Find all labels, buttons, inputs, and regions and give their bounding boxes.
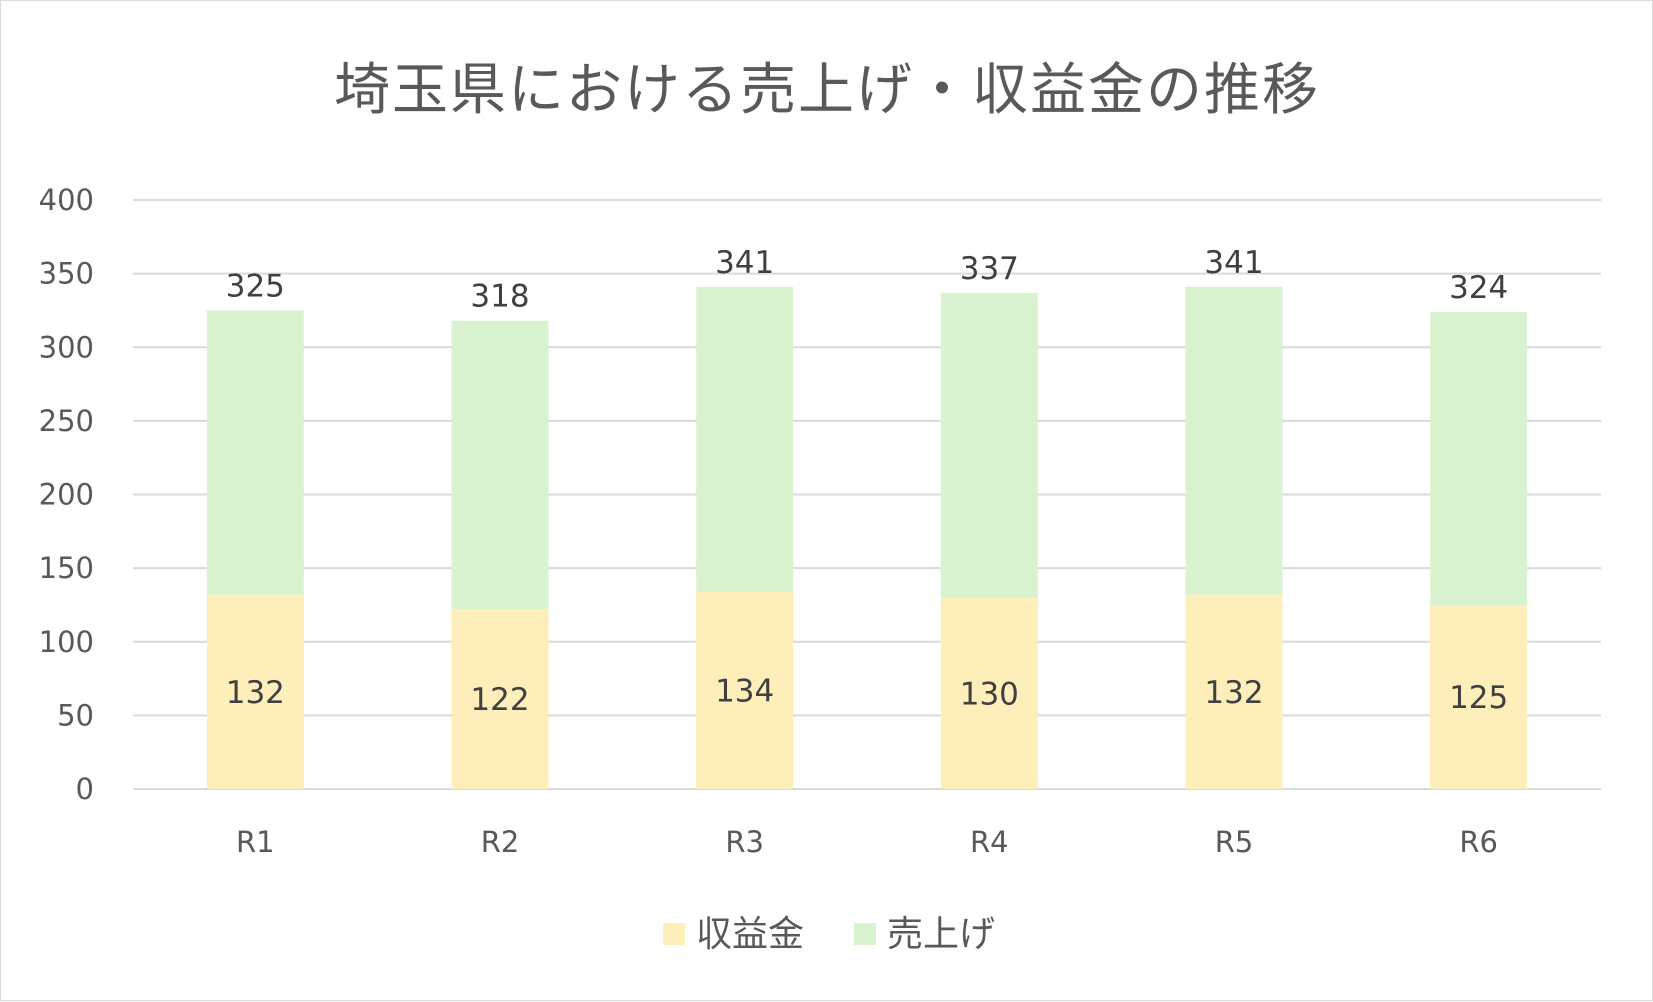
y-tick-label-350: 350 bbox=[39, 257, 94, 291]
y-tick-label-200: 200 bbox=[39, 478, 94, 512]
x-axis: R1 R2 R3 R4 R5 R6 bbox=[236, 825, 1498, 859]
x-tick-label-R2: R2 bbox=[481, 825, 520, 859]
bars bbox=[206, 286, 1528, 789]
data-label-revenue-R4: 130 bbox=[960, 676, 1019, 712]
bar-revenue-R2 bbox=[451, 609, 549, 789]
chart-title: 埼玉県における売上げ・収益金の推移 bbox=[334, 58, 1320, 123]
data-label-total-R1: 325 bbox=[226, 268, 285, 304]
bar-revenue-R6 bbox=[1430, 604, 1528, 789]
y-tick-label-50: 50 bbox=[57, 698, 94, 732]
legend-swatch-revenue bbox=[663, 923, 685, 945]
data-label-revenue-R3: 134 bbox=[715, 673, 774, 709]
x-tick-label-R4: R4 bbox=[970, 825, 1009, 859]
bar-revenue-R3 bbox=[696, 591, 794, 789]
data-label-total-R2: 318 bbox=[470, 279, 529, 315]
y-tick-label-250: 250 bbox=[39, 404, 94, 438]
bar-sales-R2 bbox=[451, 320, 549, 610]
bar-sales-R4 bbox=[940, 292, 1038, 598]
data-label-total-R5: 341 bbox=[1204, 245, 1263, 281]
gridlines bbox=[133, 199, 1601, 790]
data-label-revenue-R5: 132 bbox=[1204, 675, 1263, 711]
bar-revenue-R5 bbox=[1185, 594, 1283, 789]
x-tick-label-R3: R3 bbox=[725, 825, 764, 859]
y-tick-label-100: 100 bbox=[39, 625, 94, 659]
legend-label-sales: 売上げ bbox=[887, 914, 995, 955]
x-tick-label-R1: R1 bbox=[236, 825, 275, 859]
y-tick-label-150: 150 bbox=[39, 551, 94, 585]
bar-revenue-R1 bbox=[206, 594, 304, 789]
bar-sales-R5 bbox=[1185, 286, 1283, 595]
bar-sales-R6 bbox=[1430, 311, 1528, 605]
data-label-total-R3: 341 bbox=[715, 245, 774, 281]
legend-label-revenue: 収益金 bbox=[696, 914, 804, 955]
y-axis: 0 50 100 150 200 250 300 350 400 bbox=[39, 183, 94, 806]
legend-swatch-sales bbox=[854, 923, 876, 945]
data-label-revenue-R1: 132 bbox=[226, 675, 285, 711]
data-labels: 132 325 122 318 134 341 130 337 132 341 125 324 bbox=[226, 245, 1509, 718]
data-label-revenue-R6: 125 bbox=[1449, 680, 1508, 716]
data-label-total-R4: 337 bbox=[960, 251, 1019, 287]
data-label-total-R6: 324 bbox=[1449, 270, 1508, 306]
bar-revenue-R4 bbox=[940, 597, 1038, 789]
x-tick-label-R6: R6 bbox=[1459, 825, 1498, 859]
bar-sales-R3 bbox=[696, 286, 794, 592]
data-label-revenue-R2: 122 bbox=[470, 682, 529, 718]
x-tick-label-R5: R5 bbox=[1215, 825, 1254, 859]
legend: 収益金 売上げ bbox=[663, 914, 995, 955]
y-tick-label-400: 400 bbox=[39, 183, 94, 217]
y-tick-label-0: 0 bbox=[76, 772, 94, 806]
y-tick-label-300: 300 bbox=[39, 330, 94, 364]
bar-sales-R1 bbox=[206, 310, 304, 595]
